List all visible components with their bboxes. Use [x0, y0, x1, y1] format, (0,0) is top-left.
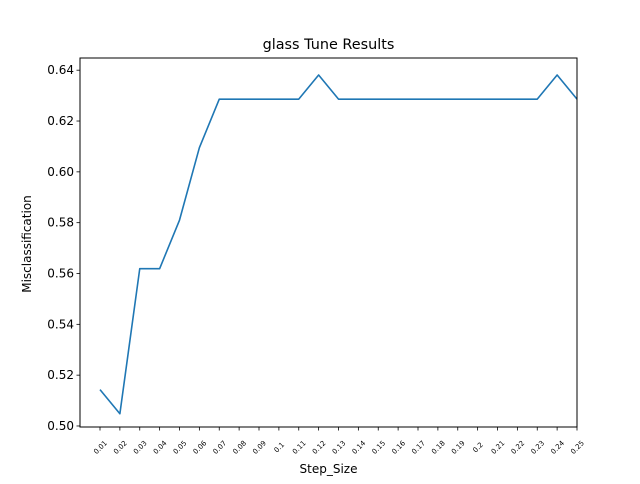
y-tick-label: 0.64 [47, 63, 74, 77]
x-tick-label: 0.07 [211, 439, 228, 456]
y-tick-label: 0.56 [47, 267, 74, 281]
x-tick-label: 0.01 [92, 439, 109, 456]
x-tick-label: 0.18 [430, 439, 447, 456]
x-tick-label: 0.04 [152, 439, 169, 456]
x-tick-label: 0.05 [172, 439, 189, 456]
x-tick-label: 0.25 [569, 439, 586, 456]
x-tick-label: 0.12 [311, 439, 328, 456]
x-tick-label: 0.06 [192, 439, 209, 456]
series-layer [99, 74, 578, 415]
x-tick-label: 0.16 [390, 439, 407, 456]
x-tick-label: 0.13 [331, 439, 348, 456]
plot-frame [79, 57, 578, 428]
x-tick-label: 0.21 [490, 439, 507, 456]
series-line [99, 74, 578, 415]
y-tick-label: 0.60 [47, 165, 74, 179]
x-tick-label: 0.17 [410, 439, 427, 456]
x-tick-label: 0.23 [529, 439, 546, 456]
x-tick-label: 0.22 [510, 439, 527, 456]
x-tick-label: 0.08 [231, 439, 248, 456]
y-tick-label: 0.50 [47, 419, 74, 433]
x-tick-label: 0.03 [132, 439, 149, 456]
x-axis-label: Step_Size [300, 462, 358, 476]
x-tick-label: 0.09 [251, 439, 268, 456]
x-tick-label: 0.24 [549, 439, 566, 456]
chart-title: glass Tune Results [263, 37, 395, 53]
y-tick-label: 0.62 [47, 114, 74, 128]
x-tick-label: 0.14 [351, 439, 368, 456]
x-tick-label: 0.19 [450, 439, 467, 456]
ticks-layer: 0.50 0.52 0.54 0.56 0.58 0.60 0.62 0.64 0.01 0.02… [47, 63, 586, 456]
x-tick-label: 0.15 [370, 439, 387, 456]
y-tick-label: 0.54 [47, 317, 74, 331]
y-axis-label: Misclassification [20, 195, 34, 293]
x-tick-label: 0.2 [471, 441, 485, 455]
y-tick-label: 0.58 [47, 216, 74, 230]
x-tick-label: 0.02 [112, 439, 129, 456]
x-tick-label: 0.1 [273, 441, 287, 455]
y-tick-label: 0.52 [47, 368, 74, 382]
x-tick-label: 0.11 [291, 439, 308, 456]
